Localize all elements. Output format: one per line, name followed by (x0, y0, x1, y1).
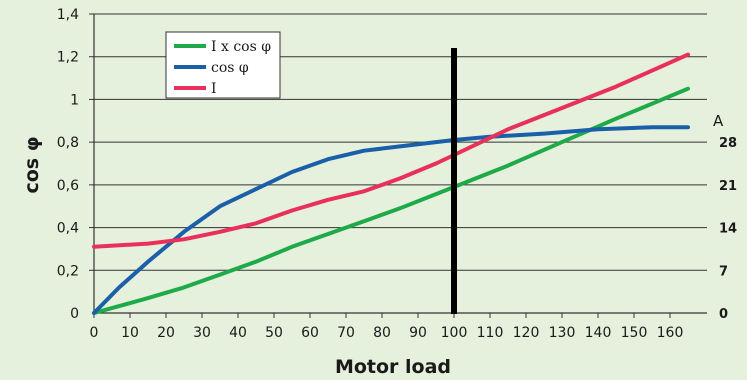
x-tick-label: 40 (229, 325, 247, 341)
right-tick-label: 14 (719, 222, 737, 237)
x-tick-label: 160 (657, 325, 684, 341)
x-tick-label: 20 (157, 325, 175, 341)
y-tick-label: 0,8 (57, 135, 79, 151)
x-tick-label: 120 (513, 325, 540, 341)
right-tick-label: 28 (719, 136, 737, 151)
x-tick-label: 110 (477, 325, 504, 341)
x-tick-label: 30 (193, 325, 211, 341)
x-tick-label: 130 (549, 325, 576, 341)
y-tick-label: 0,4 (57, 221, 79, 237)
x-tick-label: 60 (301, 325, 319, 341)
x-tick-label: 150 (621, 325, 648, 341)
right-axis-tick-labels: 0 7 14 21 28 (719, 136, 737, 322)
series-lines (92, 52, 690, 315)
legend: I x cos φ cos φ I (165, 31, 281, 99)
axes (89, 13, 707, 318)
y-tick-label: 0,2 (57, 263, 79, 279)
x-tick-label: 140 (585, 325, 612, 341)
y-axis-title: cos φ (21, 136, 43, 193)
y-tick-label: 0,6 (57, 178, 79, 194)
y-tick-label: 1,4 (57, 7, 79, 23)
right-axis-title: A (713, 112, 724, 130)
y-tick-label: 0 (70, 306, 79, 322)
legend-label: cos φ (211, 60, 249, 76)
series-line (92, 52, 690, 249)
series-line (92, 125, 690, 315)
x-tick-label: 80 (373, 325, 391, 341)
x-axis-title: Motor load (335, 356, 451, 378)
x-tick-labels: 0 10 20 30 40 50 60 70 80 90 100 110 120 130 140 150 160 (90, 325, 684, 341)
x-tick-label: 70 (337, 325, 355, 341)
right-tick-label: 21 (719, 179, 737, 194)
x-tick-label: 100 (441, 325, 468, 341)
right-tick-label: 7 (719, 264, 728, 279)
legend-label: I (211, 81, 217, 97)
y-tick-labels: 0 0,2 0,4 0,6 0,8 1 1,2 1,4 (57, 7, 79, 322)
y-tick-label: 1,2 (57, 50, 79, 66)
x-tick-label: 90 (409, 325, 427, 341)
right-tick-label: 0 (719, 307, 728, 322)
y-tick-label: 1 (70, 92, 79, 108)
series-line (92, 86, 690, 315)
legend-label: I x cos φ (211, 39, 271, 55)
x-tick-label: 10 (121, 325, 139, 341)
x-tick-label: 50 (265, 325, 283, 341)
x-tick-label: 0 (90, 325, 99, 341)
